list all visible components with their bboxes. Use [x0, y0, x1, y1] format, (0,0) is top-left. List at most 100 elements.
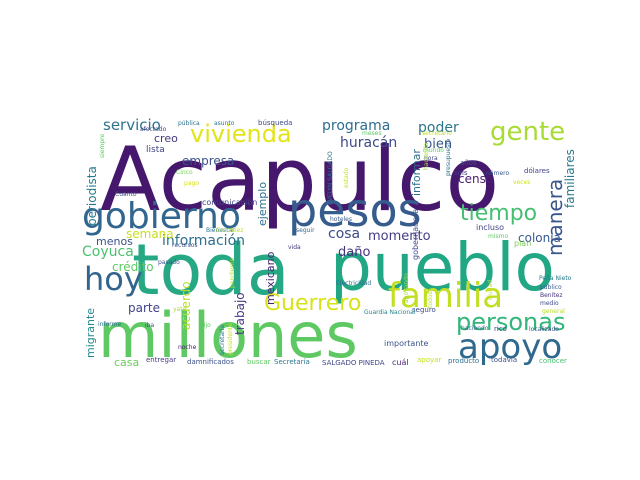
word-dano: daño: [338, 245, 370, 260]
word-hoteles: hoteles: [330, 216, 352, 223]
word-hora: hora: [424, 155, 438, 162]
word-pueblo: pueblo: [330, 229, 555, 306]
word-presidente: presidente: [227, 323, 234, 355]
word-cosa: cosa: [328, 226, 360, 242]
word-afectado: afectado: [140, 126, 167, 133]
word-comunicacion: comunicación: [202, 197, 257, 207]
word-producto: producto: [448, 357, 479, 365]
word-acuerdo: acuerdo: [179, 281, 193, 330]
word-presupuesto: presupuesto: [445, 138, 452, 176]
word-vida: vida: [288, 244, 301, 251]
word-general: general: [542, 308, 565, 315]
word-periodista: periodista: [85, 166, 99, 226]
word-recursos: recursos: [172, 242, 198, 249]
word-coyuca: Coyuca: [82, 244, 134, 260]
word-mexicano: mexicano: [264, 251, 277, 305]
word-cuanto: Cuánto: [115, 191, 137, 198]
word-publica: pública: [178, 120, 200, 127]
word-casa: casa: [114, 356, 139, 369]
word-veces: veces: [513, 179, 530, 186]
word-pena-nieto: Peña Nieto: [539, 275, 572, 282]
word-hacienda: hacienda: [423, 142, 430, 170]
word-apoyar: apoyar: [417, 356, 441, 364]
word-rico: rico: [494, 325, 507, 333]
word-servicio: servicio: [103, 116, 161, 134]
word-apoyo: apoyo: [458, 327, 562, 367]
word-estado: estado: [343, 167, 350, 188]
word-publico: público: [540, 284, 562, 291]
word-seis: seis: [454, 169, 468, 177]
word-familiares: familiares: [563, 149, 577, 208]
word-busqueda: búsqueda: [258, 119, 292, 127]
word-huracan: huracán: [340, 135, 397, 151]
word-plan: plan: [514, 239, 531, 248]
word-semana: semana: [126, 227, 174, 241]
word-guardia-nacional: Guardia Nacional: [364, 309, 416, 316]
word-colonia: colonia: [518, 231, 561, 245]
word-credito: crédito: [112, 260, 154, 274]
word-dolares: dólares: [524, 167, 550, 175]
word-manera: manera: [543, 179, 567, 256]
word-secretaria: Secretaría: [274, 358, 310, 366]
word-empresa: empresa: [182, 154, 234, 168]
word-pago: pago: [184, 180, 199, 187]
word-importante: importante: [384, 339, 429, 348]
word-evelyn-salgado: EVELYN SALGADO: [327, 151, 334, 205]
word-dijo: dijo: [200, 322, 211, 329]
word-guerrero: Guerrero: [264, 291, 361, 316]
word-cinco: Cinco: [176, 169, 193, 176]
word-mundo: mundo: [423, 147, 444, 154]
word-personas: personas: [456, 308, 565, 336]
word-noche: noche: [178, 344, 197, 351]
word-programa: programa: [322, 118, 390, 134]
word-medio: medio: [540, 300, 559, 307]
word-cual: cuál: [392, 358, 409, 367]
word-vivienda: vivienda: [190, 120, 292, 148]
word-parte: parte: [128, 301, 160, 315]
word-tiempo: tiempo: [460, 201, 537, 226]
word-asunto: asunto: [214, 120, 235, 127]
word-ejemplo: ejemplo: [256, 182, 269, 226]
word-informar: informar: [410, 149, 423, 196]
word-pesos: pesos: [288, 183, 422, 237]
word-informe: informe: [98, 321, 121, 328]
word-bienestar: Bienestar: [206, 227, 235, 234]
word-gonzalez: González: [216, 227, 243, 234]
word-acapulco: Acapulco: [100, 128, 499, 231]
word-gobierno: gobierno: [82, 196, 241, 237]
word-anos: años: [460, 159, 477, 167]
word-bien: bien: [424, 137, 452, 152]
word-hoy: hoy: [84, 260, 143, 298]
word-conocer: conocer: [539, 357, 567, 365]
word-seguro: seguro: [412, 306, 436, 314]
word-poder: poder: [418, 120, 459, 136]
word-siempre: siempre: [99, 134, 106, 158]
word-menos: menos: [96, 235, 133, 248]
word-millones: millones: [98, 299, 358, 372]
word-haciendo: haciendo: [461, 325, 489, 332]
word-toda: toda: [132, 229, 290, 311]
word-todavia: todavía: [491, 356, 517, 364]
word-familia: familia: [388, 276, 503, 316]
word-damnificados: damnificados: [187, 358, 234, 366]
word-numero: número: [486, 170, 509, 177]
word-seguir: seguir: [296, 227, 315, 234]
word-trabajo: trabajo: [233, 292, 247, 335]
word-electricidad: Electricidad: [336, 280, 371, 287]
word-secretaria-lower: secretaria: [219, 325, 226, 355]
word-pasado: pasado: [158, 259, 180, 266]
word-ciudad: ciudad: [487, 280, 494, 300]
word-entregar: entregar: [146, 356, 176, 364]
word-localizado: localizado: [529, 326, 559, 333]
cloud-background: [78, 118, 572, 372]
word-gente: gente: [490, 117, 565, 147]
word-todos: todos: [427, 291, 434, 308]
word-apoyando: apoyando: [403, 273, 410, 303]
word-meses: meses: [362, 130, 381, 137]
word-yate: yate: [173, 306, 187, 313]
word-censo: censo: [458, 172, 493, 186]
word-benitez: Benítez: [540, 292, 562, 299]
word-buscar: buscar: [247, 358, 271, 366]
word-migrante: migrante: [84, 308, 97, 358]
